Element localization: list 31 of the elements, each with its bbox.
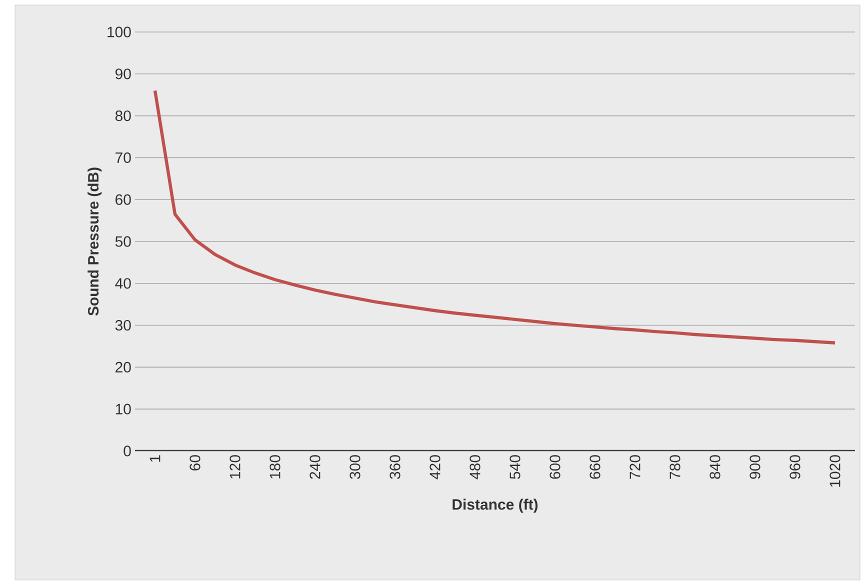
x-tick-label: 1020 [830,455,840,487]
y-tick-label: 70 [116,152,131,163]
x-tick-label: 720 [630,455,640,479]
x-tick-label: 1 [150,455,160,462]
x-tick-label: 480 [470,455,480,480]
x-tick-label: 600 [550,455,560,479]
x-tick-label: 240 [310,455,320,479]
y-tick-label: 80 [115,110,131,122]
y-tick-label: 20 [116,362,131,372]
x-tick-label: 780 [670,455,680,479]
x-tick-label: 300 [350,455,360,479]
x-tick-label: 660 [590,455,600,479]
x-tick-label: 900 [750,455,760,479]
y-tick-label: 40 [115,278,131,289]
y-tick-label: 90 [115,68,131,80]
x-tick-label: 120 [230,455,240,478]
x-tick-label: 180 [270,455,280,478]
x-axis-title: Distance (ft) [452,498,538,513]
y-tick-label: 30 [115,320,131,331]
x-tick-label: 60 [190,455,200,470]
x-tick-label: 840 [710,455,720,479]
x-tick-label: 960 [790,455,800,479]
y-tick-label: 50 [115,236,131,247]
x-tick-label: 420 [430,455,440,480]
y-tick-label: 0 [124,446,131,456]
y-tick-label: 60 [116,194,131,205]
x-tick-label: 360 [390,455,400,479]
y-tick-label: 10 [116,404,131,414]
y-axis-title: Sound Pressure (dB) [88,168,102,316]
y-tick-label: 100 [108,26,131,38]
x-tick-label: 540 [510,455,520,479]
